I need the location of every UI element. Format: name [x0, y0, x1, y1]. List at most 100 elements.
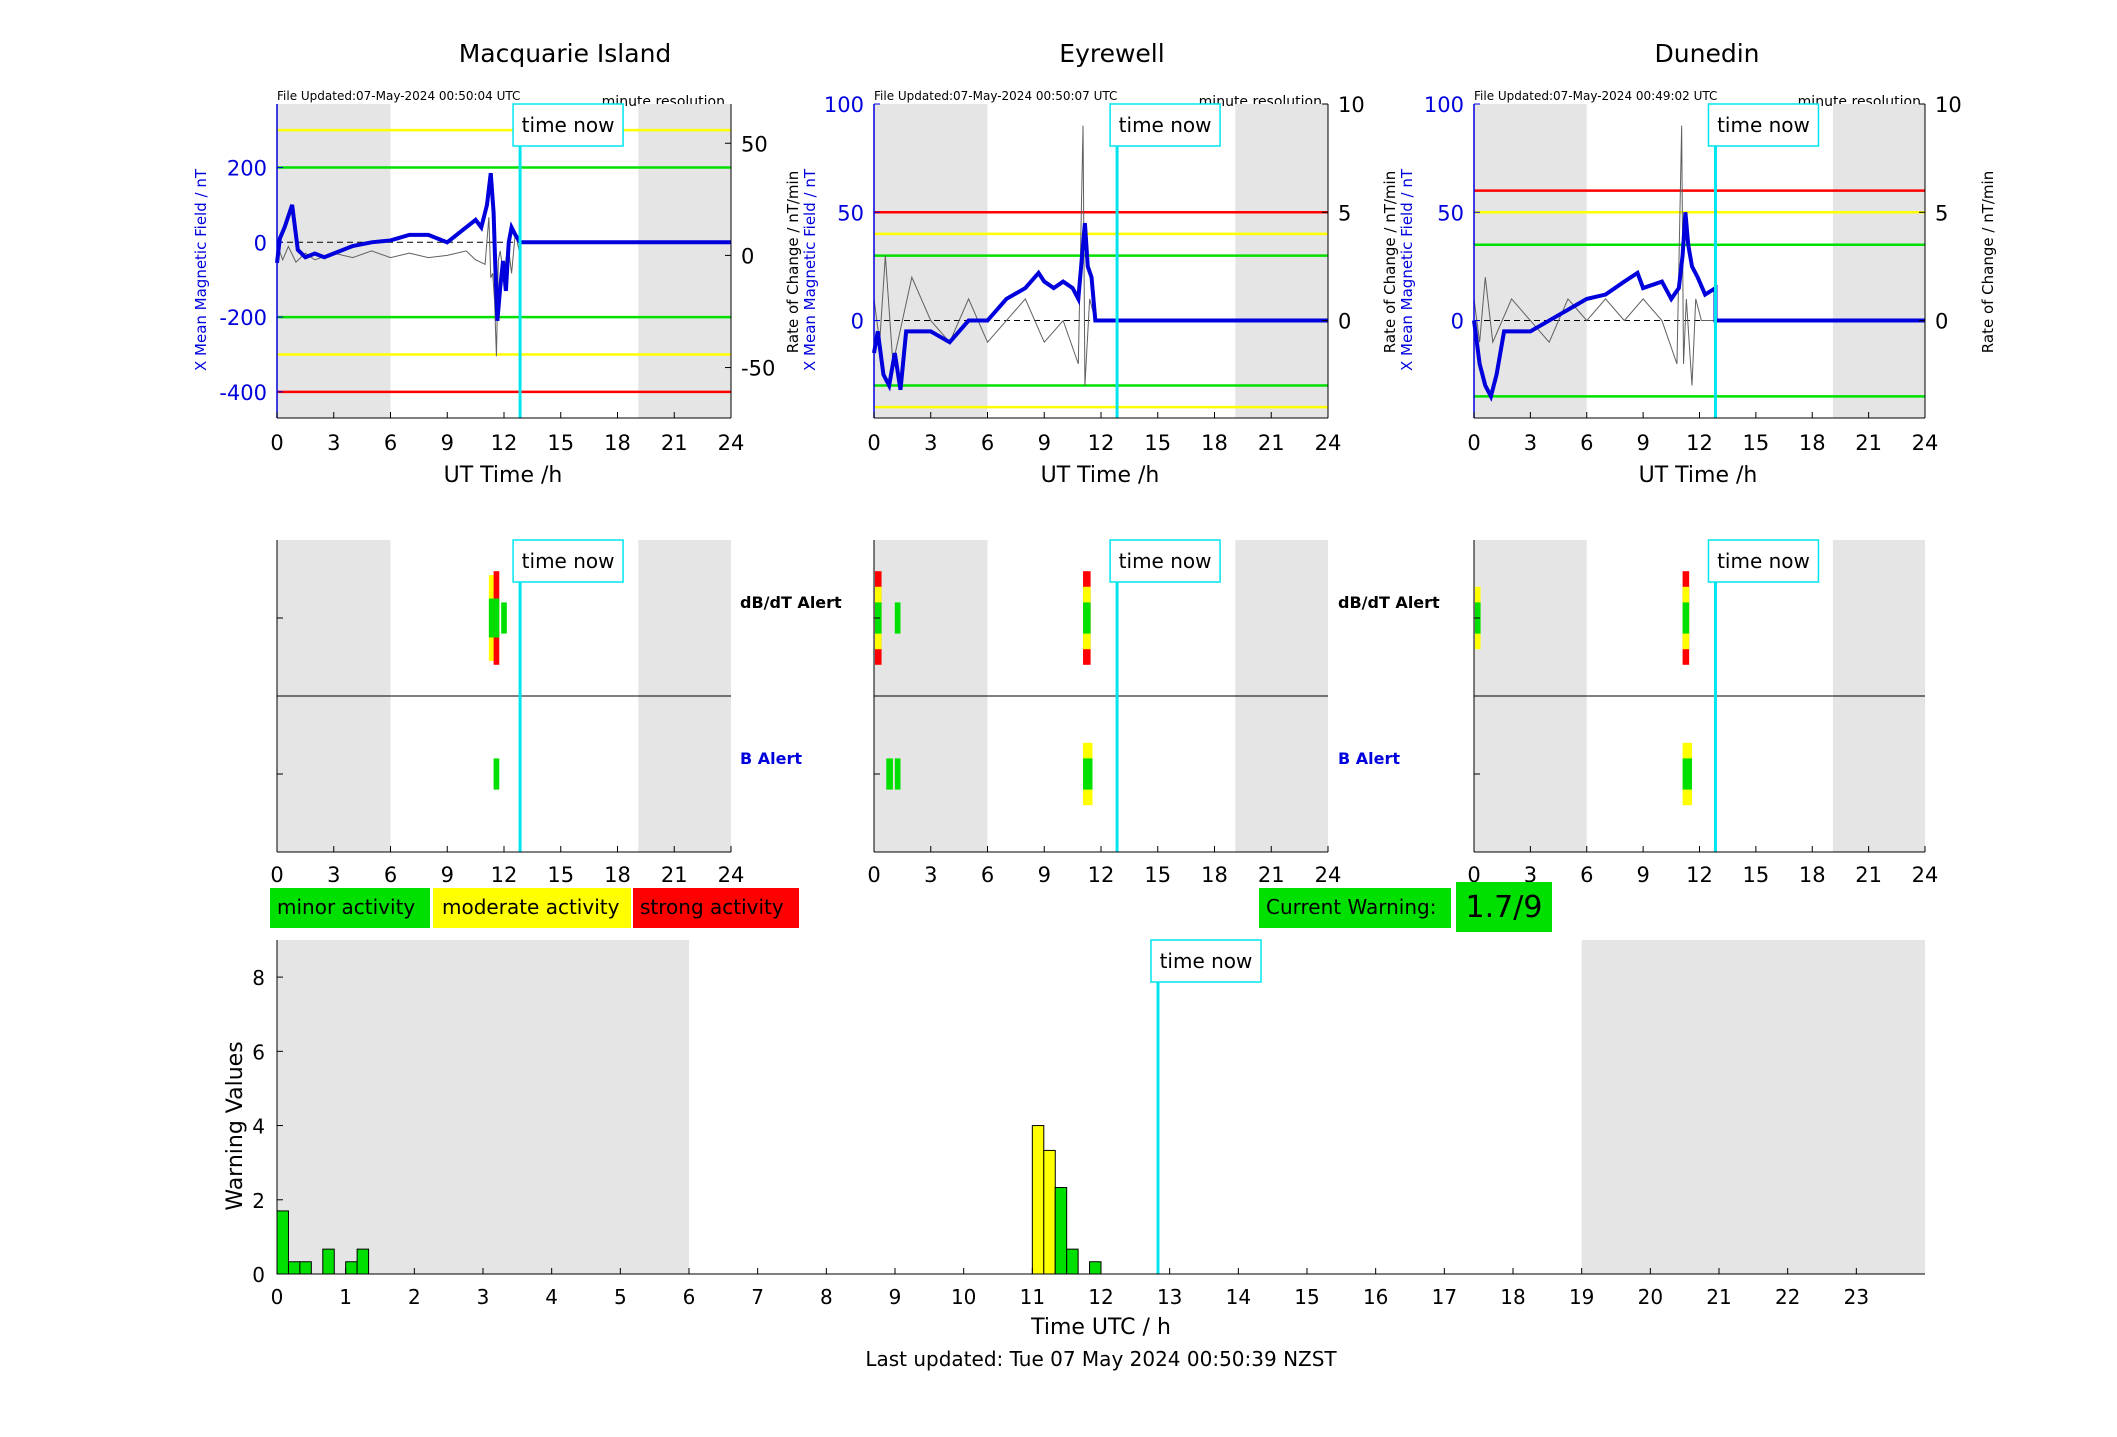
warning-bar-minor [287, 1261, 301, 1275]
x-tick-label: 21 [1855, 431, 1882, 455]
x-tick-label: 19 [1569, 1285, 1594, 1309]
dunedin-alert-plot: time now 0 3 6 9 12 15 18 21 24 [1467, 539, 1938, 887]
xlabel-eyrewell: UT Time /h [1041, 463, 1160, 488]
y2-tick-label: -50 [741, 357, 775, 381]
time-now-label: time now [522, 113, 615, 137]
x-tick-label: 12 [1686, 431, 1713, 455]
title-dunedin: Dunedin [1655, 39, 1760, 68]
x-tick-label: 6 [384, 863, 397, 887]
time-now-box [1707, 539, 1820, 583]
x-tick-label: 0 [867, 431, 880, 455]
x-tick-label: 15 [547, 431, 574, 455]
time-now-label: time now [1717, 113, 1810, 137]
x-tick-label: 0 [1467, 863, 1480, 887]
db-alert-label-macquarie: dB/dT Alert [740, 593, 842, 612]
x-tick-label: 24 [1315, 431, 1342, 455]
x-tick-label: 5 [614, 1285, 627, 1309]
x-tick-label: 15 [1144, 863, 1171, 887]
x-tick-label: 15 [1294, 1285, 1319, 1309]
x-tick-label: 15 [1743, 863, 1770, 887]
x-tick-label: 18 [1500, 1285, 1525, 1309]
time-now-box [512, 539, 624, 583]
x-tick-label: 24 [1315, 863, 1342, 887]
x-tick-label: 22 [1775, 1285, 1800, 1309]
warning-bar-minor [356, 1248, 370, 1275]
time-now-box [1707, 103, 1820, 147]
y-tick-label: 0 [1451, 310, 1464, 334]
ylabel-macquarie: X Mean Magnetic Field / nT [192, 168, 210, 371]
x-tick-label: 21 [1855, 863, 1882, 887]
time-now-label: time now [1717, 549, 1810, 573]
time-now-box [1109, 539, 1221, 583]
x-tick-label: 6 [1580, 863, 1593, 887]
night-shade [638, 104, 731, 418]
warning-bar-minor [1054, 1187, 1068, 1275]
x-tick-label: 9 [1038, 431, 1051, 455]
y-tick-label: -200 [219, 306, 267, 330]
y-tick-label: 100 [824, 93, 864, 117]
b-alert-bar-minor [493, 758, 500, 790]
current-warning: Current Warning: 1.7/9 [1259, 882, 1552, 932]
time-now-box [512, 103, 624, 147]
macquarie-alert-plot: time now 0 3 6 9 12 15 18 21 24 [270, 539, 745, 887]
y-tick-label: 6 [252, 1040, 265, 1064]
x-tick-label: 20 [1638, 1285, 1663, 1309]
x-tick-label: 18 [1201, 431, 1228, 455]
legend-moderate-label: moderate activity [442, 895, 620, 919]
y2-tick-label: 5 [1935, 201, 1948, 225]
x-tick-label: 8 [820, 1285, 833, 1309]
y2-tick-label: 0 [1338, 310, 1351, 334]
x-tick-label: 1 [339, 1285, 352, 1309]
x-tick-label: 14 [1226, 1285, 1251, 1309]
current-warning-value: 1.7/9 [1466, 890, 1543, 925]
night-shade [277, 104, 391, 418]
x-tick-label: 3 [327, 863, 340, 887]
xlabel-macquarie: UT Time /h [444, 463, 563, 488]
x-tick-label: 24 [718, 863, 745, 887]
warning-bar-minor [345, 1261, 358, 1275]
x-tick-label: 21 [661, 431, 688, 455]
time-now-box [1109, 103, 1221, 147]
eyrewell-alert-plot: time now 0 3 6 9 12 15 18 21 24 [867, 539, 1342, 887]
x-tick-label: 6 [981, 431, 994, 455]
warning-bar-moderate [1043, 1149, 1056, 1275]
y2-tick-label: 50 [741, 132, 768, 156]
x-field-series [872, 222, 1328, 392]
y-tick-label: 0 [851, 310, 864, 334]
y2-tick-label: 10 [1338, 93, 1365, 117]
x-tick-label: 12 [1686, 863, 1713, 887]
rate-of-change-series [1473, 125, 1716, 386]
night-shade [1581, 940, 1925, 1274]
x-tick-label: 24 [1912, 431, 1939, 455]
x-tick-label: 9 [1636, 431, 1649, 455]
time-now-label: time now [1160, 949, 1253, 973]
title-eyrewell: Eyrewell [1059, 39, 1164, 68]
x-tick-label: 12 [1088, 1285, 1113, 1309]
warning-bar-minor [1089, 1261, 1102, 1275]
dunedin-field-plot: time now 0 3 6 9 12 15 18 21 24 0 50 100 0 5 10 [1424, 93, 1962, 455]
x-tick-label: 18 [604, 431, 631, 455]
x-tick-label: 0 [270, 863, 283, 887]
b-alert-bar-minor [886, 758, 893, 790]
b-alert-bar-minor [1083, 758, 1093, 790]
x-tick-label: 6 [1580, 431, 1593, 455]
x-tick-label: 9 [1636, 863, 1649, 887]
y-tick-label: 8 [252, 966, 265, 990]
x-tick-label: 2 [408, 1285, 421, 1309]
x-tick-label: 6 [981, 863, 994, 887]
legend-moderate: moderate activity [433, 888, 631, 928]
x-tick-label: 9 [441, 863, 454, 887]
x-tick-label: 12 [1088, 431, 1115, 455]
x-tick-label: 6 [384, 431, 397, 455]
x-tick-label: 3 [1524, 431, 1537, 455]
x-tick-label: 12 [491, 863, 518, 887]
warning-bar-moderate [1031, 1125, 1045, 1275]
file-updated-dunedin: File Updated:07-May-2024 00:49:02 UTC [1474, 89, 1717, 103]
x-tick-label: 3 [327, 431, 340, 455]
x-tick-label: 9 [441, 431, 454, 455]
x-tick-label: 18 [1799, 863, 1826, 887]
x-tick-label: 21 [1258, 863, 1285, 887]
x-tick-label: 3 [924, 431, 937, 455]
